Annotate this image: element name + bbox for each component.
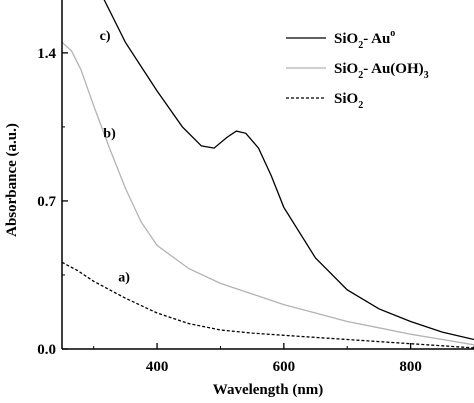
y-tick-label: 0.0 xyxy=(37,342,56,358)
x-tick-label: 800 xyxy=(399,359,422,375)
x-axis-label: Wavelength (nm) xyxy=(213,382,323,398)
x-tick-label: 600 xyxy=(273,359,296,375)
ticks-layer: 400 600 800 0.0 0.7 1.4 xyxy=(37,46,474,375)
series-line-a xyxy=(62,261,474,349)
curve-labels-layer: c) b) a) xyxy=(100,29,131,285)
legend-entry: SiO2- Auo xyxy=(334,28,395,51)
legend-entry: SiO2 xyxy=(334,91,363,111)
curves-layer xyxy=(62,0,474,349)
y-axis-label: Absorbance (a.u.) xyxy=(4,123,20,237)
series-line-c xyxy=(103,0,474,341)
axes-layer xyxy=(61,0,474,350)
y-tick-label: 0.7 xyxy=(37,194,56,210)
y-tick-label: 1.4 xyxy=(37,46,56,62)
series-line-b xyxy=(62,41,474,346)
curve-label-a: a) xyxy=(118,270,130,285)
legend-entry: SiO2- Au(OH)3 xyxy=(334,61,429,81)
legend: SiO2- Auo SiO2- Au(OH)3 SiO2 xyxy=(286,28,429,111)
curve-label-c: c) xyxy=(100,29,111,44)
x-tick-label: 400 xyxy=(146,359,169,375)
curve-label-b: b) xyxy=(103,126,116,141)
